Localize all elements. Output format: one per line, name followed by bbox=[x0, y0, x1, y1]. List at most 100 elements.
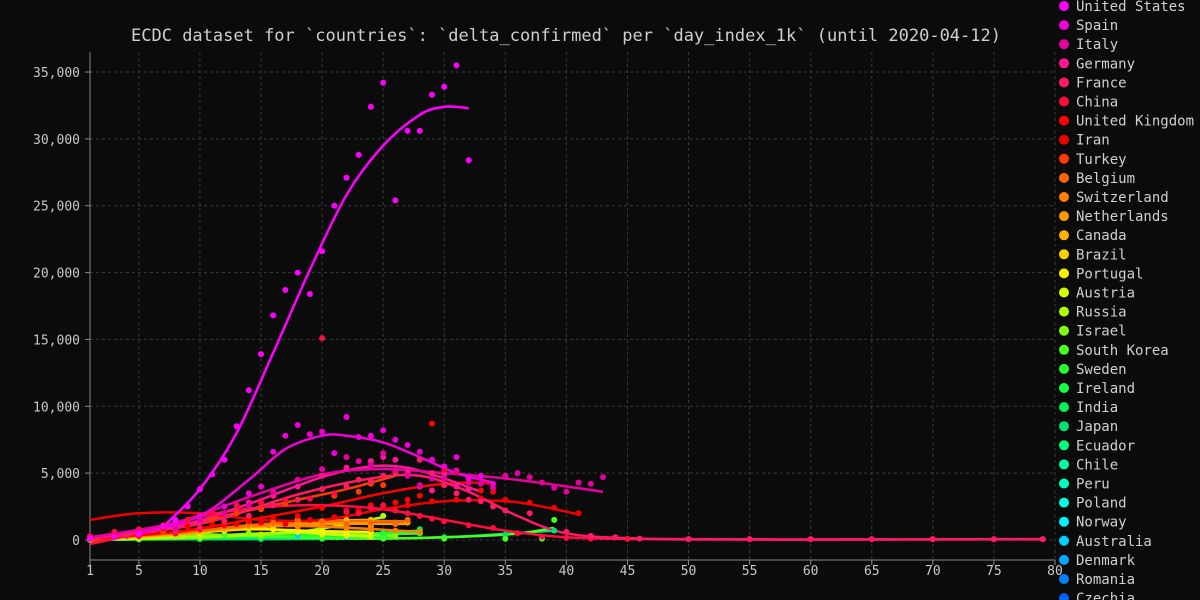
legend-marker bbox=[1059, 554, 1069, 565]
data-point-france bbox=[587, 532, 594, 539]
legend-item-china: China bbox=[1059, 95, 1118, 111]
data-point-france bbox=[441, 482, 448, 489]
x-tick-label: 1 bbox=[86, 564, 94, 579]
data-point-china bbox=[404, 510, 411, 517]
x-tick-label: 25 bbox=[375, 564, 391, 579]
data-point-united-states bbox=[380, 79, 387, 86]
data-point-russia bbox=[258, 531, 264, 538]
data-point-italy bbox=[600, 474, 606, 481]
data-point-italy bbox=[575, 479, 582, 486]
data-point-italy bbox=[355, 458, 362, 465]
trend-line-united-states bbox=[162, 105, 469, 528]
data-point-portugal bbox=[343, 530, 350, 537]
data-point-spain bbox=[245, 490, 252, 497]
legend: United States Spain Italy Germany France Chin… bbox=[1059, 0, 1194, 600]
data-point-china bbox=[441, 518, 448, 525]
data-point-italy bbox=[270, 488, 277, 495]
legend-item-poland: Poland bbox=[1059, 496, 1127, 512]
x-tick-label: 70 bbox=[925, 564, 941, 579]
data-point-italy bbox=[502, 472, 509, 479]
data-point-south-korea bbox=[502, 535, 509, 542]
legend-item-canada: Canada bbox=[1059, 228, 1127, 244]
data-point-united-states bbox=[319, 248, 326, 255]
legend-item-iran: Iran bbox=[1059, 133, 1110, 149]
data-point-france bbox=[221, 518, 228, 525]
legend-item-israel: Israel bbox=[1059, 324, 1127, 340]
data-point-italy bbox=[367, 462, 374, 469]
legend-marker bbox=[1059, 497, 1069, 508]
data-point-italy bbox=[429, 475, 435, 482]
data-point-united-states bbox=[233, 423, 240, 430]
data-point-belgium bbox=[367, 519, 374, 526]
legend-label: Netherlands bbox=[1076, 209, 1169, 225]
data-point-south-korea bbox=[441, 535, 448, 542]
data-point-france bbox=[196, 524, 203, 531]
legend-label: Canada bbox=[1076, 228, 1127, 244]
legend-item-south-korea: South Korea bbox=[1059, 343, 1169, 359]
data-point-italy bbox=[587, 480, 594, 487]
data-point-france bbox=[429, 470, 435, 477]
trend-line-spain bbox=[138, 433, 494, 535]
data-point-iran bbox=[551, 504, 558, 511]
x-tick-label: 30 bbox=[436, 564, 452, 579]
legend-label: Iran bbox=[1076, 133, 1110, 149]
y-tick-label: 35,000 bbox=[33, 66, 80, 81]
data-point-united-states bbox=[343, 174, 350, 181]
data-point-united-states bbox=[111, 533, 118, 540]
data-point-china bbox=[563, 534, 570, 541]
data-point-united-states bbox=[355, 151, 362, 158]
y-tick-label: 5,000 bbox=[41, 467, 80, 482]
data-point-iran bbox=[331, 514, 338, 521]
data-point-china bbox=[392, 507, 399, 514]
legend-label: Italy bbox=[1076, 37, 1118, 53]
data-point-belgium bbox=[319, 518, 326, 525]
data-point-italy bbox=[392, 467, 399, 474]
trend-line-iran bbox=[89, 499, 579, 523]
data-point-china bbox=[429, 515, 435, 522]
data-point-italy bbox=[245, 502, 252, 509]
x-tick-label: 80 bbox=[1047, 564, 1063, 579]
legend-item-turkey: Turkey bbox=[1059, 152, 1127, 168]
y-tick-label: 0 bbox=[72, 534, 80, 549]
data-point-france bbox=[245, 512, 252, 519]
data-point-china bbox=[331, 490, 338, 497]
data-point-france bbox=[990, 536, 997, 543]
legend-item-germany: Germany bbox=[1059, 56, 1135, 72]
data-point-china bbox=[355, 510, 362, 517]
x-tick-label: 50 bbox=[681, 564, 697, 579]
legend-item-japan: Japan bbox=[1059, 419, 1118, 435]
data-point-france bbox=[465, 496, 472, 503]
data-point-united-states bbox=[221, 456, 228, 463]
data-point-spain bbox=[343, 414, 350, 420]
x-tick-label: 15 bbox=[253, 564, 269, 579]
data-point-italy bbox=[551, 484, 558, 491]
data-point-spain bbox=[490, 480, 497, 487]
x-tick-label: 35 bbox=[497, 564, 513, 579]
legend-item-peru: Peru bbox=[1059, 477, 1110, 493]
data-point-japan bbox=[502, 531, 509, 538]
data-point-iran bbox=[233, 520, 240, 527]
data-point-france bbox=[319, 486, 326, 493]
legend-item-australia: Australia bbox=[1059, 534, 1152, 550]
data-point-united-states bbox=[465, 157, 472, 164]
x-tick-label: 40 bbox=[559, 564, 575, 579]
legend-item-india: India bbox=[1059, 400, 1118, 416]
data-point-iran bbox=[575, 510, 582, 517]
data-point-spain bbox=[477, 472, 484, 479]
data-point-france bbox=[294, 496, 301, 503]
legend-item-belgium: Belgium bbox=[1059, 171, 1135, 187]
data-point-united-states bbox=[294, 269, 301, 276]
legend-label: Belgium bbox=[1076, 171, 1135, 187]
legend-item-denmark: Denmark bbox=[1059, 553, 1136, 569]
y-tick-label: 25,000 bbox=[33, 200, 80, 215]
legend-label: Denmark bbox=[1076, 553, 1136, 569]
legend-label: India bbox=[1076, 400, 1118, 416]
data-point-iran bbox=[429, 498, 435, 505]
legend-marker bbox=[1059, 459, 1069, 470]
data-point-france bbox=[746, 536, 753, 543]
legend-marker bbox=[1059, 593, 1069, 600]
x-tick-label: 55 bbox=[742, 564, 758, 579]
legend-item-austria: Austria bbox=[1059, 286, 1135, 302]
data-point-switzerland bbox=[294, 523, 301, 530]
